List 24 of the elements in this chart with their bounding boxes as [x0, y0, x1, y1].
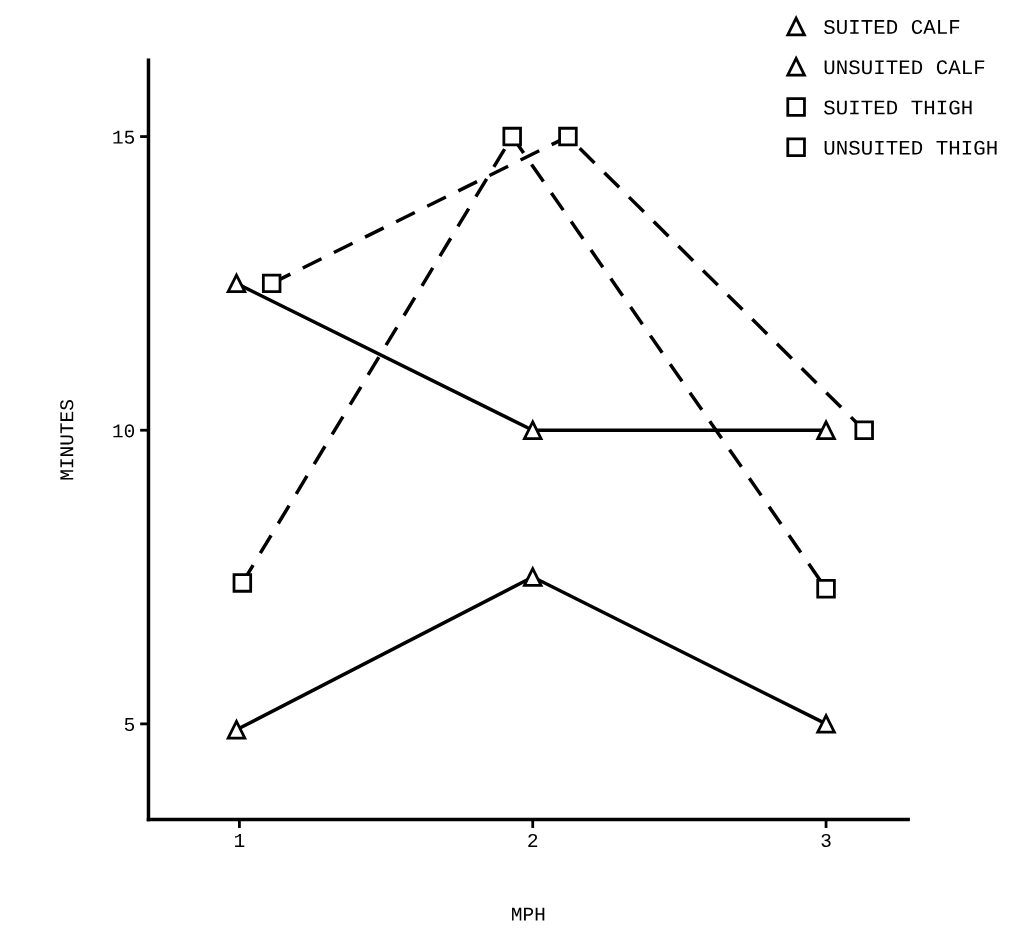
x-tick-label: 1 [234, 834, 245, 847]
legend-label: SUITED CALF [824, 19, 960, 35]
point [261, 273, 282, 294]
x-tick-label: 2 [528, 833, 538, 847]
point [232, 573, 253, 593]
y-tick-label: 15 [113, 130, 135, 144]
point [226, 720, 247, 740]
x-axis-title: MPH [512, 907, 545, 921]
legend-label: UNSUITED CALF [824, 60, 985, 75]
point [854, 420, 874, 440]
point [558, 126, 578, 147]
point [816, 714, 836, 734]
point [226, 273, 247, 294]
y-tick-label: 5 [124, 718, 135, 732]
point [502, 126, 522, 147]
legend-label: SUITED THIGH [824, 100, 972, 115]
x-tick-label: 3 [821, 833, 831, 848]
legend-label: UNSUITED THIGH [824, 140, 997, 155]
y-tick-label: 10 [113, 424, 135, 438]
y-axis-title: MINUTES [60, 400, 74, 480]
point [523, 420, 543, 440]
point [816, 579, 836, 599]
point [816, 420, 836, 440]
point [523, 567, 543, 587]
